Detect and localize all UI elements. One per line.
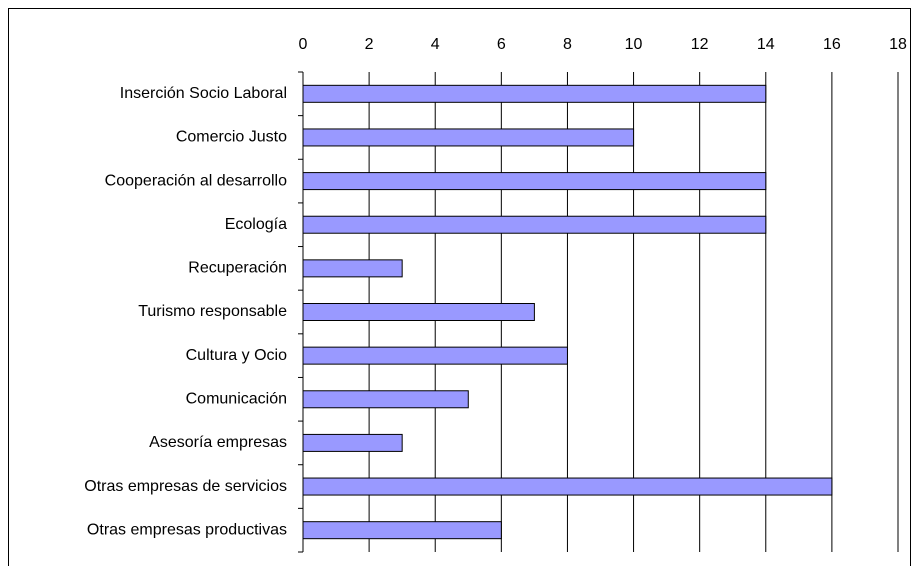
y-tick-label: Otras empresas de servicios xyxy=(84,478,287,495)
y-tick-label: Cooperación al desarrollo xyxy=(105,172,287,189)
bar xyxy=(302,259,403,278)
chart-frame xyxy=(8,8,911,566)
bar xyxy=(302,390,469,409)
y-tick-label: Asesoría empresas xyxy=(149,434,287,451)
y-tick-label: Otras empresas productivas xyxy=(87,521,287,538)
y-tick-label: Inserción Socio Laboral xyxy=(120,85,287,102)
x-tick-label: 0 xyxy=(299,36,308,53)
y-tick-label: Ecología xyxy=(225,216,287,233)
y-tick-label: Cultura y Ocio xyxy=(186,347,287,364)
bar xyxy=(302,215,767,234)
bar xyxy=(302,477,833,496)
x-tick-label: 8 xyxy=(563,36,572,53)
bar xyxy=(302,521,502,540)
bar xyxy=(302,303,535,321)
y-tick-label: Comercio Justo xyxy=(176,129,287,146)
x-tick-label: 4 xyxy=(431,36,440,53)
bar xyxy=(302,172,767,191)
x-tick-label: 14 xyxy=(757,36,775,53)
y-tick-label: Recuperación xyxy=(188,260,287,277)
x-tick-label: 2 xyxy=(365,36,374,53)
x-tick-label: 10 xyxy=(625,36,643,53)
bar xyxy=(302,433,403,452)
y-tick-label: Comunicación xyxy=(186,390,287,407)
bar xyxy=(302,346,568,365)
x-tick-label: 6 xyxy=(497,36,506,53)
y-tick-label: Turismo responsable xyxy=(138,303,287,320)
bar xyxy=(302,84,767,103)
x-tick-label: 18 xyxy=(889,36,907,53)
x-tick-label: 16 xyxy=(823,36,841,53)
x-tick-label: 12 xyxy=(691,36,709,53)
bar xyxy=(302,128,635,147)
